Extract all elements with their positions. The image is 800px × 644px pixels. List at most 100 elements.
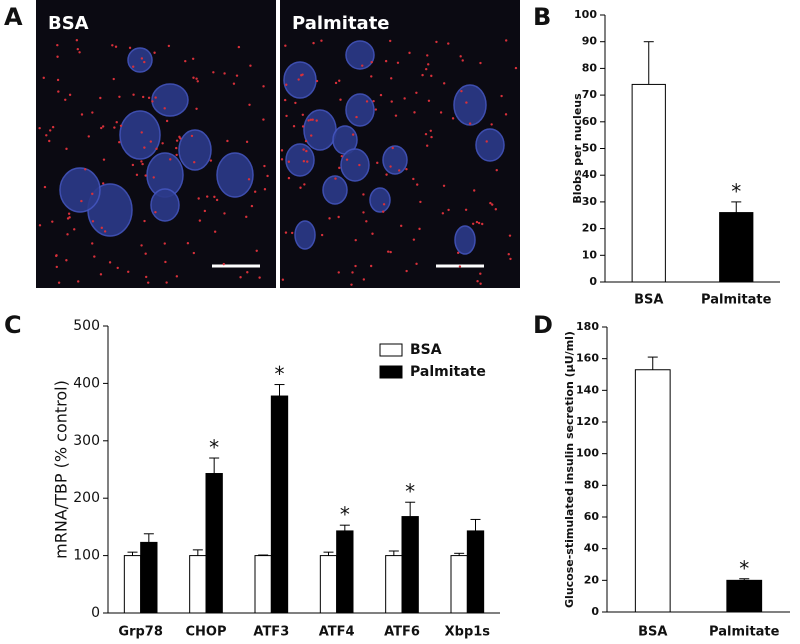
- puncta: [337, 271, 340, 274]
- puncta: [51, 220, 54, 223]
- puncta: [382, 203, 386, 206]
- y-tick-label: 10: [582, 248, 598, 261]
- puncta: [281, 278, 285, 281]
- puncta: [376, 161, 379, 165]
- puncta: [84, 168, 87, 171]
- puncta: [304, 139, 308, 143]
- puncta: [385, 173, 388, 176]
- error-bar: [470, 518, 481, 531]
- puncta: [91, 111, 94, 114]
- puncta: [320, 39, 323, 42]
- legend-swatch: [379, 343, 403, 357]
- puncta: [369, 264, 373, 268]
- puncta: [80, 199, 83, 203]
- bar: [634, 369, 671, 613]
- puncta: [284, 44, 287, 47]
- nucleus: [345, 93, 375, 127]
- puncta: [504, 39, 508, 42]
- puncta: [339, 98, 342, 101]
- y-tick-label: 20: [584, 573, 600, 586]
- puncta: [163, 242, 166, 245]
- puncta: [334, 81, 338, 85]
- y-tick-label: 400: [73, 375, 100, 391]
- puncta: [350, 283, 353, 286]
- puncta: [427, 99, 431, 102]
- puncta: [175, 146, 178, 150]
- x-tick-label: Palmitate: [709, 625, 780, 640]
- puncta: [57, 281, 61, 284]
- puncta: [362, 193, 365, 196]
- puncta: [128, 46, 132, 50]
- puncta: [144, 275, 148, 279]
- puncta: [143, 146, 146, 149]
- x-tick-label: ATF4: [319, 625, 355, 640]
- puncta: [477, 221, 481, 225]
- nucleus: [454, 225, 476, 255]
- puncta: [320, 233, 324, 237]
- puncta: [192, 76, 195, 79]
- puncta: [419, 200, 422, 204]
- y-tick-label: 100: [576, 447, 599, 460]
- puncta: [113, 126, 116, 129]
- puncta: [56, 78, 60, 82]
- puncta: [192, 251, 196, 255]
- puncta: [222, 262, 226, 266]
- puncta: [490, 123, 493, 126]
- puncta: [140, 131, 143, 134]
- x-tick-label: Palmitate: [701, 293, 772, 308]
- puncta: [334, 177, 337, 180]
- y-tick-label: 100: [73, 548, 100, 564]
- legend-label: Palmitate: [410, 364, 486, 380]
- puncta: [140, 57, 144, 60]
- puncta: [49, 129, 52, 132]
- y-tick-label: 120: [576, 415, 599, 428]
- puncta: [479, 272, 482, 275]
- puncta: [67, 212, 71, 215]
- bar: [254, 555, 272, 614]
- puncta: [191, 57, 195, 60]
- puncta: [441, 212, 445, 215]
- puncta: [141, 162, 144, 166]
- error-bar: [647, 356, 658, 370]
- puncta: [197, 197, 200, 200]
- puncta: [473, 189, 476, 192]
- puncta: [489, 201, 492, 205]
- y-tick-label: 60: [582, 115, 598, 128]
- puncta: [80, 113, 84, 116]
- puncta: [481, 222, 484, 226]
- y-tick-label: 40: [584, 542, 600, 555]
- puncta: [99, 273, 103, 276]
- puncta: [310, 134, 313, 137]
- puncta: [408, 51, 411, 55]
- puncta: [51, 125, 55, 129]
- significance-marker: *: [731, 179, 741, 203]
- puncta: [247, 178, 251, 181]
- puncta: [416, 183, 419, 186]
- puncta: [253, 190, 257, 193]
- puncta: [442, 82, 446, 85]
- puncta: [184, 59, 187, 63]
- puncta: [144, 252, 147, 255]
- y-tick-label: 50: [582, 142, 598, 155]
- puncta: [479, 282, 482, 285]
- y-tick-label: 80: [584, 478, 600, 491]
- nucleus: [303, 109, 337, 151]
- image-label: BSA: [48, 13, 89, 34]
- puncta: [263, 164, 266, 168]
- puncta: [429, 129, 432, 133]
- puncta: [100, 226, 104, 230]
- puncta: [111, 44, 114, 47]
- puncta: [475, 220, 479, 224]
- puncta: [169, 158, 172, 161]
- nucleus: [127, 47, 153, 73]
- bar: [140, 541, 158, 614]
- puncta: [390, 77, 393, 80]
- nucleus: [475, 128, 505, 162]
- puncta: [196, 80, 199, 83]
- error-bar: [258, 554, 269, 556]
- nucleus: [216, 152, 254, 198]
- y-axis-label: Glucose-stimulated insulin secretion (µU…: [563, 331, 576, 608]
- puncta: [396, 61, 400, 65]
- puncta: [263, 188, 267, 191]
